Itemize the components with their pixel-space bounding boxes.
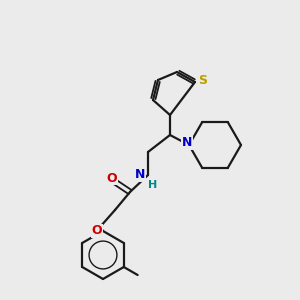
Text: O: O <box>107 172 117 184</box>
Text: H: H <box>148 180 158 190</box>
Text: N: N <box>182 136 192 149</box>
Text: O: O <box>92 224 102 238</box>
Text: S: S <box>199 74 208 86</box>
Text: N: N <box>135 169 145 182</box>
